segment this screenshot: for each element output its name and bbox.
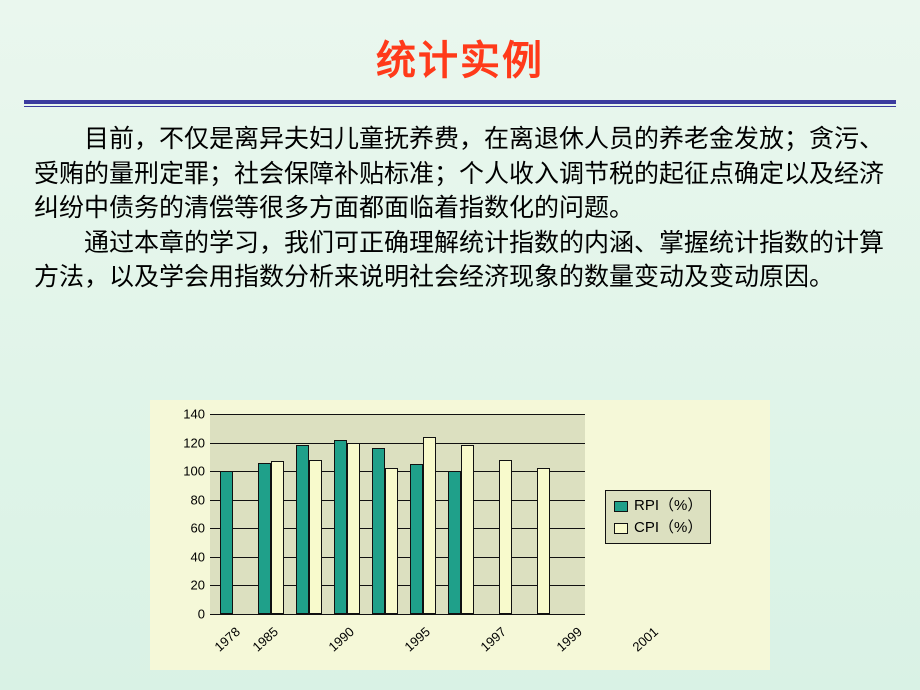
legend-swatch-cpi bbox=[614, 523, 628, 534]
legend-row-cpi: CPI（%） bbox=[614, 517, 702, 539]
paragraph-2: 通过本章的学习，我们可正确理解统计指数的内涵、掌握统计指数的计算方法，以及学会用… bbox=[34, 227, 886, 296]
y-axis-label: 120 bbox=[183, 435, 205, 450]
x-axis-label: 1999 bbox=[553, 624, 585, 654]
bar-cpi bbox=[423, 437, 436, 614]
bar-rpi bbox=[410, 464, 423, 614]
x-axis-label: 1997 bbox=[477, 624, 509, 654]
title-divider bbox=[24, 100, 896, 107]
page-title: 统计实例 bbox=[0, 0, 920, 100]
y-axis-label: 140 bbox=[183, 407, 205, 422]
rpi-cpi-bar-chart: 020406080100120140 RPI（%） CPI（%） 1978198… bbox=[150, 400, 770, 670]
y-axis-label: 20 bbox=[191, 578, 205, 593]
gridline bbox=[210, 614, 585, 615]
legend-swatch-rpi bbox=[614, 501, 628, 512]
bar-cpi bbox=[271, 461, 284, 614]
paragraph-1: 目前，不仅是离异夫妇儿童抚养费，在离退休人员的养老金发放；贪污、受贿的量刑定罪；… bbox=[34, 123, 886, 227]
legend-label-rpi: RPI（%） bbox=[634, 495, 702, 517]
bar-rpi bbox=[334, 440, 347, 614]
x-axis-label: 2001 bbox=[629, 624, 661, 654]
legend-label-cpi: CPI（%） bbox=[634, 517, 702, 539]
legend-row-rpi: RPI（%） bbox=[614, 495, 702, 517]
body-text: 目前，不仅是离异夫妇儿童抚养费，在离退休人员的养老金发放；贪污、受贿的量刑定罪；… bbox=[34, 123, 886, 296]
bar-cpi bbox=[309, 460, 322, 614]
bar-cpi bbox=[347, 443, 360, 614]
bar-rpi bbox=[220, 471, 233, 614]
x-axis-label: 1990 bbox=[325, 624, 357, 654]
y-axis-label: 60 bbox=[191, 521, 205, 536]
bar-rpi bbox=[372, 448, 385, 614]
bar-rpi bbox=[258, 463, 271, 614]
bar-rpi bbox=[296, 445, 309, 614]
bar-rpi bbox=[448, 471, 461, 614]
y-axis-label: 0 bbox=[198, 607, 205, 622]
y-axis-label: 80 bbox=[191, 492, 205, 507]
gridline bbox=[210, 443, 585, 444]
x-axis-label: 1985 bbox=[249, 624, 281, 654]
y-axis-label: 100 bbox=[183, 464, 205, 479]
bar-cpi bbox=[537, 468, 550, 614]
y-axis-label: 40 bbox=[191, 549, 205, 564]
x-axis-label: 1978 bbox=[211, 624, 243, 654]
chart-legend: RPI（%） CPI（%） bbox=[605, 490, 711, 544]
gridline bbox=[210, 414, 585, 415]
bar-cpi bbox=[385, 468, 398, 614]
x-axis-label: 1995 bbox=[401, 624, 433, 654]
bar-cpi bbox=[461, 445, 474, 614]
bar-cpi bbox=[499, 460, 512, 614]
chart-plot-area: 020406080100120140 bbox=[210, 414, 585, 614]
